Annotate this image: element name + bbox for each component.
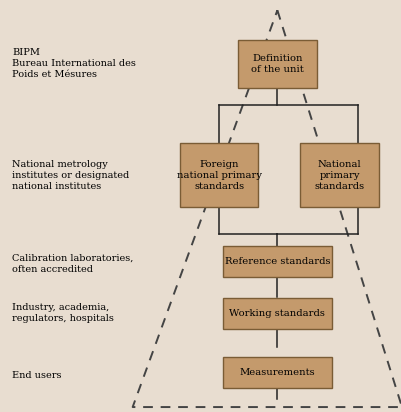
FancyBboxPatch shape — [237, 40, 316, 88]
FancyBboxPatch shape — [223, 246, 331, 277]
Text: Definition
of the unit: Definition of the unit — [250, 54, 303, 74]
Text: National
primary
standards: National primary standards — [314, 159, 364, 191]
FancyBboxPatch shape — [300, 143, 378, 207]
Text: National metrology
institutes or designated
national institutes: National metrology institutes or designa… — [12, 159, 129, 191]
FancyBboxPatch shape — [180, 143, 258, 207]
Text: Reference standards: Reference standards — [224, 257, 329, 266]
Text: Calibration laboratories,
often accredited: Calibration laboratories, often accredit… — [12, 254, 133, 274]
Text: Foreign
national primary
standards: Foreign national primary standards — [176, 159, 261, 191]
Text: BIPM
Bureau International des
Poids et Mésures: BIPM Bureau International des Poids et M… — [12, 48, 136, 80]
Text: Working standards: Working standards — [229, 309, 324, 318]
Text: End users: End users — [12, 371, 61, 380]
Text: Industry, academia,
regulators, hospitals: Industry, academia, regulators, hospital… — [12, 303, 113, 323]
FancyBboxPatch shape — [223, 357, 331, 388]
Text: Measurements: Measurements — [239, 368, 314, 377]
FancyBboxPatch shape — [223, 298, 331, 329]
